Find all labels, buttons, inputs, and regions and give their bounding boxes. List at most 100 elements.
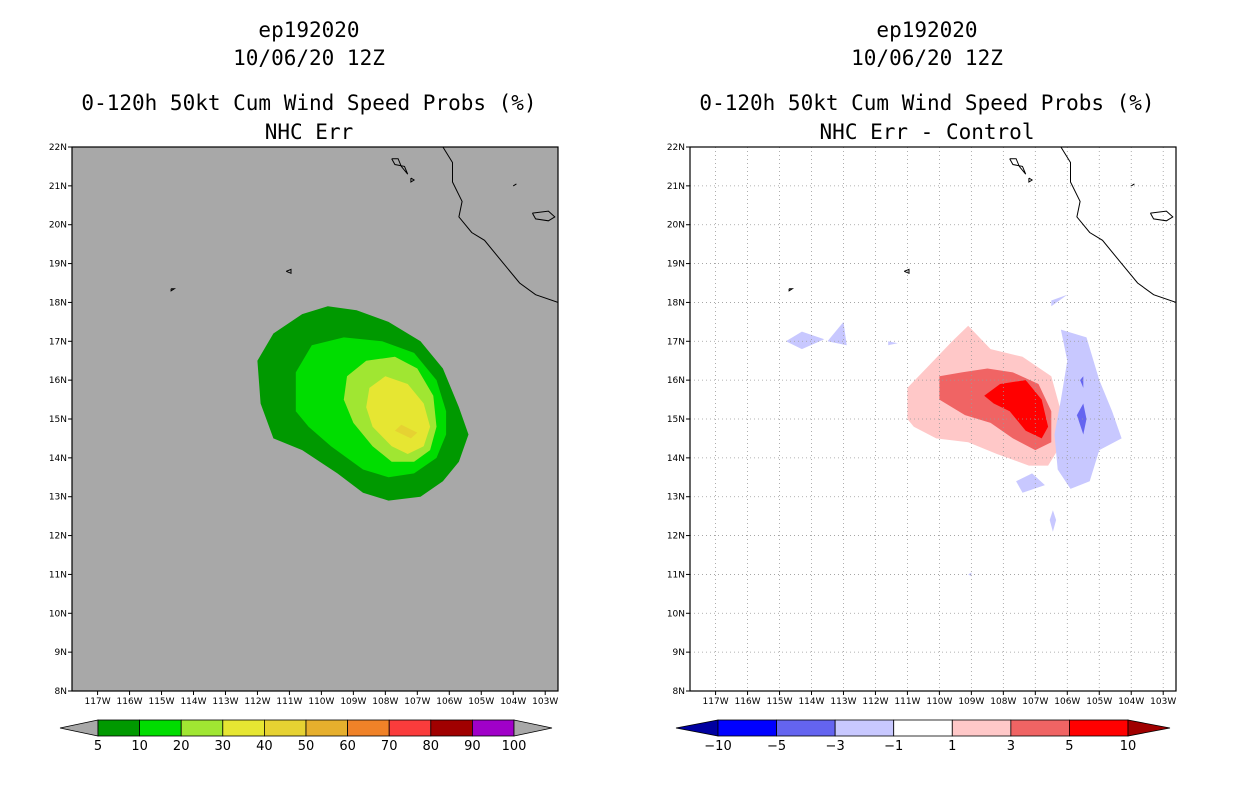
y-tick-label: 10N xyxy=(667,609,685,619)
coastline xyxy=(1060,147,1176,303)
y-tick-label: 19N xyxy=(49,260,67,270)
y-tick-label: 10N xyxy=(49,609,67,619)
x-tick-label: 110W xyxy=(308,697,334,707)
contour-level-neg1 xyxy=(827,321,847,346)
x-tick-label: 107W xyxy=(404,697,430,707)
chart-subtitle: NHC Err - Control xyxy=(819,120,1035,144)
right-difference-map: 117W 116W 115W 114W 113W 112W 111W 110W 109W 108W… xyxy=(667,143,1177,754)
island-outline xyxy=(391,158,409,175)
colorbar-swatch xyxy=(430,719,473,737)
contour-level-neg1 xyxy=(968,572,972,577)
y-tick-label: 19N xyxy=(667,260,685,270)
x-tick-label: 117W xyxy=(85,697,111,707)
y-tick-label: 15N xyxy=(667,415,685,425)
island-outline xyxy=(512,183,517,187)
chart-title: 0-120h 50kt Cum Wind Speed Probs (%) xyxy=(699,91,1155,115)
y-tick-label: 13N xyxy=(49,493,67,503)
colorbar-swatch xyxy=(834,719,895,737)
x-tick-label: 105W xyxy=(468,697,494,707)
x-tick-label: 116W xyxy=(117,697,143,707)
colorbar-swatch xyxy=(180,719,224,737)
colorbar-swatch xyxy=(893,719,953,737)
y-tick-label: 14N xyxy=(49,454,67,464)
contour-level-40 xyxy=(394,424,418,439)
x-tick-label: 106W xyxy=(436,697,462,707)
colorbar-swatch xyxy=(347,719,390,737)
y-tick-label: 8N xyxy=(55,687,67,697)
colorbar-level-label: 60 xyxy=(339,739,356,754)
x-tick-label: 108W xyxy=(990,697,1016,707)
y-tick-label: 20N xyxy=(49,221,67,231)
colorbar-level-label: 10 xyxy=(131,739,148,754)
y-tick-label: 17N xyxy=(49,337,67,347)
y-tick-label: 13N xyxy=(667,493,685,503)
y-tick-label: 11N xyxy=(667,570,685,580)
colorbar-level-label: 30 xyxy=(215,739,232,754)
chart-subtitle: NHC Err xyxy=(264,120,354,144)
forecast-datetime: 10/06/20 12Z xyxy=(233,46,385,70)
island-outline xyxy=(1130,183,1135,187)
island-outline xyxy=(531,210,556,222)
y-tick-label: 21N xyxy=(49,182,67,192)
colorbar-level-label: 20 xyxy=(173,739,190,754)
y-tick-label: 20N xyxy=(667,221,685,231)
island-outline xyxy=(1009,158,1027,175)
island-outline xyxy=(788,288,795,292)
colorbar-high-triangle xyxy=(1127,719,1171,737)
colorbar-swatch xyxy=(951,719,1012,737)
colorbar-low-triangle xyxy=(675,719,719,737)
colorbar-level-label: 40 xyxy=(256,739,273,754)
x-tick-label: 111W xyxy=(894,697,920,707)
x-tick-label: 104W xyxy=(500,697,526,707)
x-tick-label: 113W xyxy=(830,697,856,707)
y-tick-label: 11N xyxy=(49,570,67,580)
contour-level-neg1 xyxy=(1049,510,1057,532)
chart-title: 0-120h 50kt Cum Wind Speed Probs (%) xyxy=(81,91,537,115)
colorbar-swatch xyxy=(263,719,307,737)
colorbar-swatch xyxy=(222,719,265,737)
x-tick-label: 113W xyxy=(212,697,238,707)
plot-layer xyxy=(170,147,558,501)
contour-level-neg3 xyxy=(1080,376,1084,388)
y-tick-label: 14N xyxy=(667,454,685,464)
colorbar-level-label: 90 xyxy=(464,739,481,754)
x-tick-label: 115W xyxy=(766,697,792,707)
colorbar-swatch xyxy=(139,719,182,737)
colorbar-level-label: 70 xyxy=(381,739,398,754)
x-tick-label: 103W xyxy=(1150,697,1176,707)
colorbar-low-triangle xyxy=(59,719,99,737)
island-outline xyxy=(1028,177,1034,183)
y-tick-label: 15N xyxy=(49,415,67,425)
y-tick-label: 17N xyxy=(667,337,685,347)
colorbar-swatch xyxy=(388,719,432,737)
left-chart-panel: ep192020 10/06/20 12Z 0-120h 50kt Cum Wi… xyxy=(49,18,559,754)
x-tick-label: 114W xyxy=(180,697,206,707)
x-tick-label: 108W xyxy=(372,697,398,707)
right-chart-panel: ep192020 10/06/20 12Z 0-120h 50kt Cum Wi… xyxy=(618,0,1236,800)
colorbar-level-label: 50 xyxy=(298,739,315,754)
x-tick-label: 116W xyxy=(735,697,761,707)
y-tick-label: 21N xyxy=(667,182,685,192)
y-tick-label: 9N xyxy=(673,648,685,658)
x-tick-label: 109W xyxy=(340,697,366,707)
x-tick-label: 104W xyxy=(1118,697,1144,707)
x-tick-label: 112W xyxy=(244,697,270,707)
x-tick-label: 117W xyxy=(703,697,729,707)
x-tick-label: 105W xyxy=(1086,697,1112,707)
colorbar-level-label: 100 xyxy=(502,739,527,754)
x-tick-label: 106W xyxy=(1054,697,1080,707)
colorbar-swatch xyxy=(305,719,348,737)
colorbar-level-label: 1 xyxy=(948,739,956,754)
plot-layer xyxy=(690,147,1176,691)
x-tick-label: 112W xyxy=(862,697,888,707)
colorbar-swatch xyxy=(1010,719,1070,737)
colorbar-level-label: 3 xyxy=(1007,739,1015,754)
x-tick-label: 109W xyxy=(958,697,984,707)
colorbar-swatch xyxy=(1069,719,1129,737)
contour-level-neg1 xyxy=(1016,473,1045,493)
island-outline xyxy=(170,288,177,292)
x-tick-label: 107W xyxy=(1022,697,1048,707)
x-tick-label: 103W xyxy=(532,697,558,707)
island-outline xyxy=(410,177,416,183)
colorbar-swatch xyxy=(776,719,836,737)
